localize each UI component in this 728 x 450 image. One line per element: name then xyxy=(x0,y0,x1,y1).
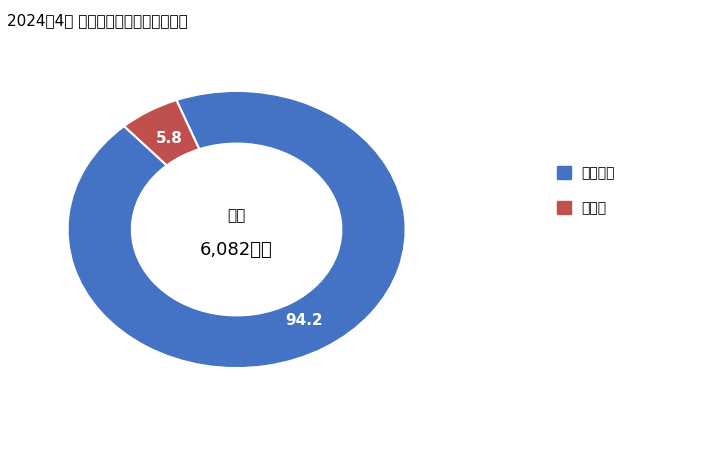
Text: 94.2: 94.2 xyxy=(285,313,323,328)
Text: 6,082万円: 6,082万円 xyxy=(200,241,273,259)
Text: 総額: 総額 xyxy=(227,208,246,223)
Text: 2024年4月 輸入相手国のシェア（％）: 2024年4月 輸入相手国のシェア（％） xyxy=(7,14,188,28)
Wedge shape xyxy=(68,91,405,368)
Legend: ベトナム, インド: ベトナム, インド xyxy=(551,161,621,220)
Text: 5.8: 5.8 xyxy=(156,131,183,146)
Wedge shape xyxy=(124,100,199,166)
